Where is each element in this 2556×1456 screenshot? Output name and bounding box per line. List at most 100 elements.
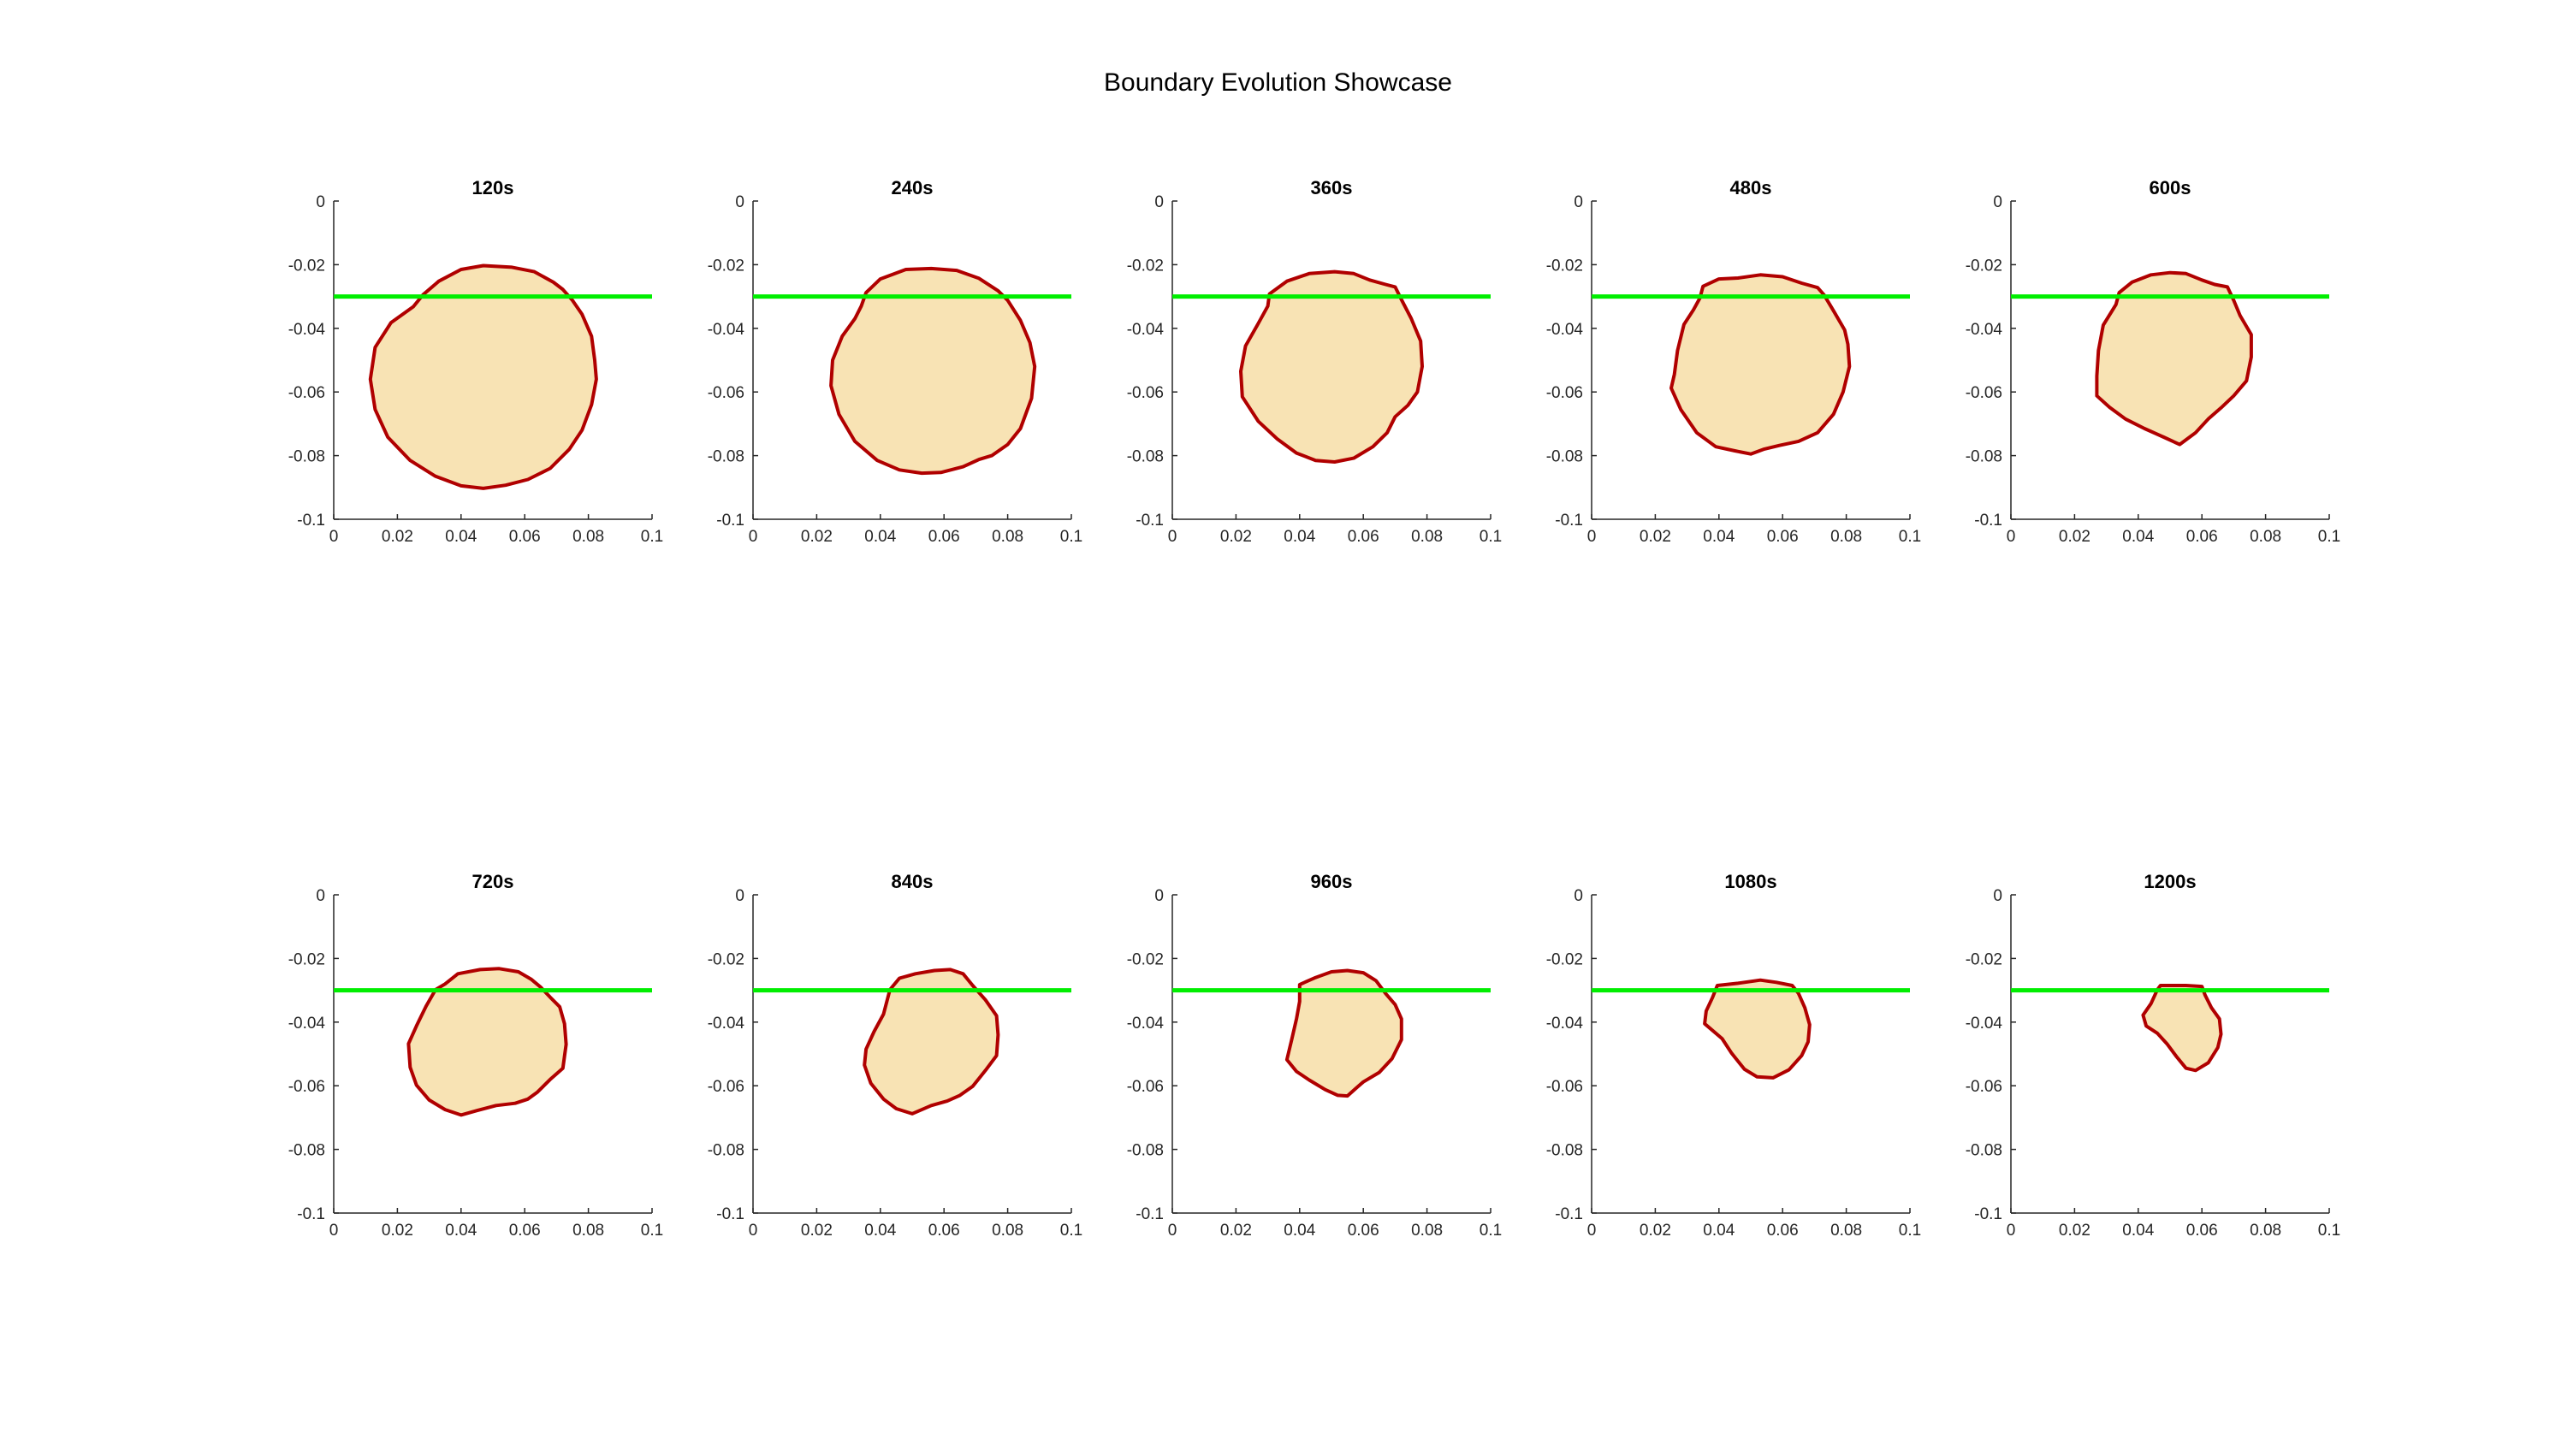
y-tick-label: -0.04: [288, 1015, 326, 1033]
subplot-title: 960s: [1311, 871, 1353, 892]
y-tick-label: -0.08: [1127, 1142, 1164, 1160]
x-tick-label: 0: [2007, 1222, 2016, 1240]
boundary-region: [368, 263, 598, 490]
x-tick-label: 0.1: [1899, 528, 1921, 546]
x-tick-label: 0.1: [2318, 1222, 2340, 1240]
x-tick-label: 0.06: [509, 1222, 541, 1240]
x-tick-label: 0.02: [801, 1222, 833, 1240]
x-tick-label: 0: [1168, 1222, 1177, 1240]
boundary-region: [2095, 270, 2253, 447]
boundary-region: [2141, 984, 2223, 1073]
x-tick-label: 0.04: [1703, 528, 1735, 546]
x-tick-label: 0.06: [1348, 528, 1379, 546]
x-tick-label: 0.1: [641, 528, 663, 546]
subplot-title: 720s: [472, 871, 514, 892]
subplot-title: 600s: [2150, 177, 2191, 198]
x-tick-label: 0.06: [2186, 1222, 2218, 1240]
y-tick-label: -0.04: [708, 321, 745, 339]
y-tick-label: -0.02: [1966, 950, 2002, 968]
y-tick-label: -0.08: [1127, 448, 1164, 466]
y-tick-label: -0.1: [1555, 1205, 1583, 1223]
x-tick-label: 0.06: [509, 528, 541, 546]
y-tick-label: -0.08: [1546, 1142, 1583, 1160]
x-tick-label: 0.02: [2059, 528, 2090, 546]
y-tick-label: -0.02: [708, 950, 744, 968]
subplot-720s: 720s 0 0.02 0.04 0.06 0.08 0.1 0 -0.02 -0.04 -0.06…: [288, 869, 710, 1314]
boundary-region: [1669, 273, 1852, 456]
x-tick-label: 0.04: [445, 528, 477, 546]
subplot-title: 1200s: [2144, 871, 2196, 892]
x-tick-label: 0: [329, 1222, 339, 1240]
x-tick-label: 0.1: [1899, 1222, 1921, 1240]
x-tick-label: 0: [1587, 528, 1597, 546]
subplot-240s: 240s 0 0.02 0.04 0.06 0.08 0.1 0 -0.02 -0.04 -0.06…: [708, 175, 1130, 620]
y-tick-label: 0: [1574, 193, 1583, 211]
y-tick-label: -0.08: [288, 448, 325, 466]
x-tick-label: 0.1: [2318, 528, 2340, 546]
x-tick-label: 0: [749, 528, 758, 546]
y-tick-label: 0: [316, 887, 325, 905]
x-tick-label: 0.06: [1767, 1222, 1799, 1240]
subplot-960s: 960s 0 0.02 0.04 0.06 0.08 0.1 0 -0.02 -0.04 -0.06…: [1127, 869, 1549, 1314]
y-tick-label: -0.06: [708, 384, 744, 402]
x-tick-label: 0.08: [1830, 1222, 1862, 1240]
y-tick-label: 0: [1574, 887, 1583, 905]
y-tick-label: -0.04: [288, 321, 326, 339]
x-tick-label: 0: [2007, 528, 2016, 546]
y-tick-label: -0.06: [708, 1078, 744, 1096]
x-tick-label: 0.08: [992, 1222, 1023, 1240]
x-tick-label: 0.08: [1411, 1222, 1443, 1240]
x-tick-label: 0.1: [1060, 528, 1082, 546]
subplot-1080s: 1080s 0 0.02 0.04 0.06 0.08 0.1 0 -0.02 -0.04 -0.0…: [1546, 869, 1968, 1314]
y-tick-label: -0.02: [288, 257, 325, 275]
y-tick-label: -0.04: [1546, 321, 1584, 339]
y-tick-label: -0.1: [1136, 512, 1164, 530]
x-tick-label: 0.1: [1060, 1222, 1082, 1240]
x-tick-label: 0.08: [1411, 528, 1443, 546]
y-tick-label: -0.08: [1546, 448, 1583, 466]
x-tick-label: 0.02: [801, 528, 833, 546]
x-tick-label: 0: [1587, 1222, 1597, 1240]
x-tick-label: 0.06: [928, 528, 960, 546]
x-tick-label: 0: [749, 1222, 758, 1240]
boundary-region: [1239, 269, 1424, 464]
y-tick-label: -0.04: [708, 1015, 745, 1033]
y-tick-label: -0.06: [1966, 384, 2002, 402]
x-tick-label: 0.06: [2186, 528, 2218, 546]
subplot-1200s: 1200s 0 0.02 0.04 0.06 0.08 0.1 0 -0.02 -0.04 -0.0…: [1966, 869, 2387, 1314]
x-tick-label: 0.08: [572, 1222, 604, 1240]
x-tick-label: 0.06: [1348, 1222, 1379, 1240]
subplot-480s: 480s 0 0.02 0.04 0.06 0.08 0.1 0 -0.02 -0.04 -0.06…: [1546, 175, 1968, 620]
y-tick-label: -0.04: [1127, 1015, 1165, 1033]
y-tick-label: -0.04: [1546, 1015, 1584, 1033]
boundary-region: [1703, 978, 1812, 1080]
y-tick-label: -0.1: [1136, 1205, 1164, 1223]
x-tick-label: 0.04: [1284, 528, 1315, 546]
y-tick-label: -0.1: [1974, 512, 2002, 530]
x-tick-label: 0.02: [382, 528, 413, 546]
y-tick-label: -0.06: [1127, 1078, 1164, 1096]
x-tick-label: 0.04: [2122, 1222, 2154, 1240]
x-tick-label: 0.02: [1640, 528, 1671, 546]
y-tick-label: -0.06: [1546, 384, 1583, 402]
y-tick-label: -0.06: [1127, 384, 1164, 402]
subplot-title: 120s: [472, 177, 514, 198]
y-tick-label: -0.08: [1966, 448, 2002, 466]
y-tick-label: -0.06: [1966, 1078, 2002, 1096]
subplot-title: 1080s: [1724, 871, 1776, 892]
boundary-region: [1284, 968, 1403, 1098]
figure-title: Boundary Evolution Showcase: [1104, 68, 1452, 97]
boundary-region: [863, 968, 1000, 1116]
x-tick-label: 0.02: [382, 1222, 413, 1240]
x-tick-label: 0.02: [1220, 528, 1252, 546]
subplot-840s: 840s 0 0.02 0.04 0.06 0.08 0.1 0 -0.02 -0.04 -0.06…: [708, 869, 1130, 1314]
y-tick-label: 0: [1993, 887, 2002, 905]
y-tick-label: -0.1: [716, 512, 744, 530]
x-tick-label: 0.06: [1767, 528, 1799, 546]
y-tick-label: -0.02: [708, 257, 744, 275]
y-tick-label: -0.06: [288, 384, 325, 402]
x-tick-label: 0.1: [641, 1222, 663, 1240]
y-tick-label: -0.02: [288, 950, 325, 968]
x-tick-label: 0.08: [992, 528, 1023, 546]
y-tick-label: -0.06: [1546, 1078, 1583, 1096]
